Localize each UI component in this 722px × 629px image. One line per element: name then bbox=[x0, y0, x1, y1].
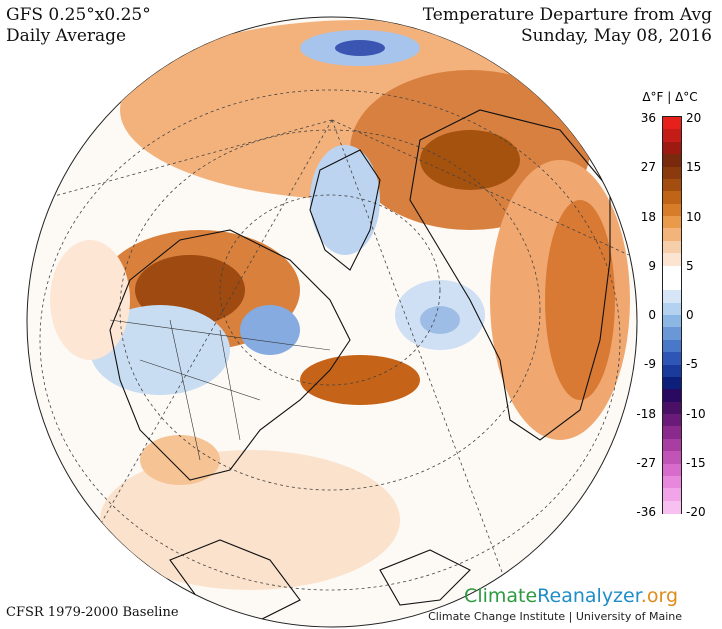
legend-swatch bbox=[663, 327, 681, 341]
legend-swatch bbox=[663, 451, 681, 464]
legend-swatch bbox=[663, 228, 681, 242]
legend-swatch bbox=[663, 414, 681, 427]
legend-swatch bbox=[663, 166, 681, 180]
legend-title: Δ°F | Δ°C bbox=[642, 90, 698, 104]
legend-swatch bbox=[663, 265, 681, 279]
legend-tick-f: 0 bbox=[648, 308, 656, 322]
legend-swatch bbox=[663, 129, 681, 143]
legend-swatch bbox=[663, 475, 681, 489]
legend-swatch bbox=[663, 154, 681, 167]
legend-swatch bbox=[663, 240, 681, 254]
institution-label: Climate Change Institute | University of… bbox=[428, 610, 682, 623]
legend-swatch bbox=[663, 253, 681, 266]
legend-swatch bbox=[663, 216, 681, 229]
climate-reanalyzer-logo: ClimateReanalyzer.org bbox=[464, 585, 678, 607]
legend-swatch bbox=[663, 277, 681, 291]
legend-swatch bbox=[663, 352, 681, 365]
legend-tick-c: -10 bbox=[686, 406, 706, 421]
legend-swatch bbox=[663, 389, 681, 403]
legend-swatch bbox=[663, 302, 681, 316]
model-label: GFS 0.25°x0.25° bbox=[6, 5, 151, 25]
legend-tick-f: -27 bbox=[636, 455, 656, 470]
legend-tick-f: -18 bbox=[636, 406, 656, 421]
legend-swatch bbox=[663, 315, 681, 328]
legend-tick-c: 15 bbox=[686, 160, 702, 175]
legend-tick-c: -5 bbox=[686, 357, 698, 372]
legend-swatch bbox=[663, 339, 681, 353]
graticule bbox=[39, 89, 637, 621]
state-borders bbox=[109, 319, 331, 461]
legend-tick-f: 27 bbox=[640, 160, 656, 175]
legend-swatch bbox=[663, 178, 681, 192]
brand-part-1: Climate bbox=[464, 585, 538, 607]
legend-tick-f: 18 bbox=[640, 209, 656, 224]
legend-swatch bbox=[663, 401, 681, 415]
legend-tick-f: -36 bbox=[636, 505, 656, 519]
legend-tick-c: 0 bbox=[686, 308, 694, 322]
legend-tick-f: -9 bbox=[644, 357, 656, 372]
legend-tick-c: 10 bbox=[686, 209, 702, 224]
legend-swatch bbox=[663, 426, 681, 440]
legend-tick-c: -20 bbox=[686, 505, 706, 519]
color-legend bbox=[662, 116, 682, 514]
legend-swatch bbox=[663, 203, 681, 217]
legend-tick-c: 5 bbox=[686, 258, 694, 273]
legend-tick-f: 9 bbox=[648, 258, 656, 273]
baseline-label: CFSR 1979-2000 Baseline bbox=[6, 605, 179, 620]
legend-tick-f: 36 bbox=[640, 111, 656, 125]
legend-tick-c: 20 bbox=[686, 111, 702, 125]
legend-swatch bbox=[663, 376, 681, 390]
legend-swatch bbox=[663, 364, 681, 378]
brand-part-2: Reanalyzer bbox=[537, 585, 641, 607]
legend-swatch bbox=[663, 463, 681, 477]
header-left: GFS 0.25°x0.25° Daily Average bbox=[6, 5, 151, 47]
map-date: Sunday, May 08, 2016 bbox=[521, 26, 712, 46]
legend-swatch bbox=[663, 141, 681, 155]
legend-swatch bbox=[663, 290, 681, 304]
legend-swatch bbox=[663, 117, 681, 130]
legend-swatch bbox=[663, 488, 681, 502]
map-title: Temperature Departure from Avg bbox=[422, 5, 712, 25]
period-label: Daily Average bbox=[6, 26, 127, 46]
legend-swatch bbox=[663, 191, 681, 205]
header-right: Temperature Departure from Avg Sunday, M… bbox=[423, 5, 712, 47]
legend-tick-c: -15 bbox=[686, 455, 706, 470]
legend-swatch bbox=[663, 500, 681, 514]
brand-part-3: .org bbox=[640, 585, 678, 607]
legend-swatch bbox=[663, 438, 681, 452]
